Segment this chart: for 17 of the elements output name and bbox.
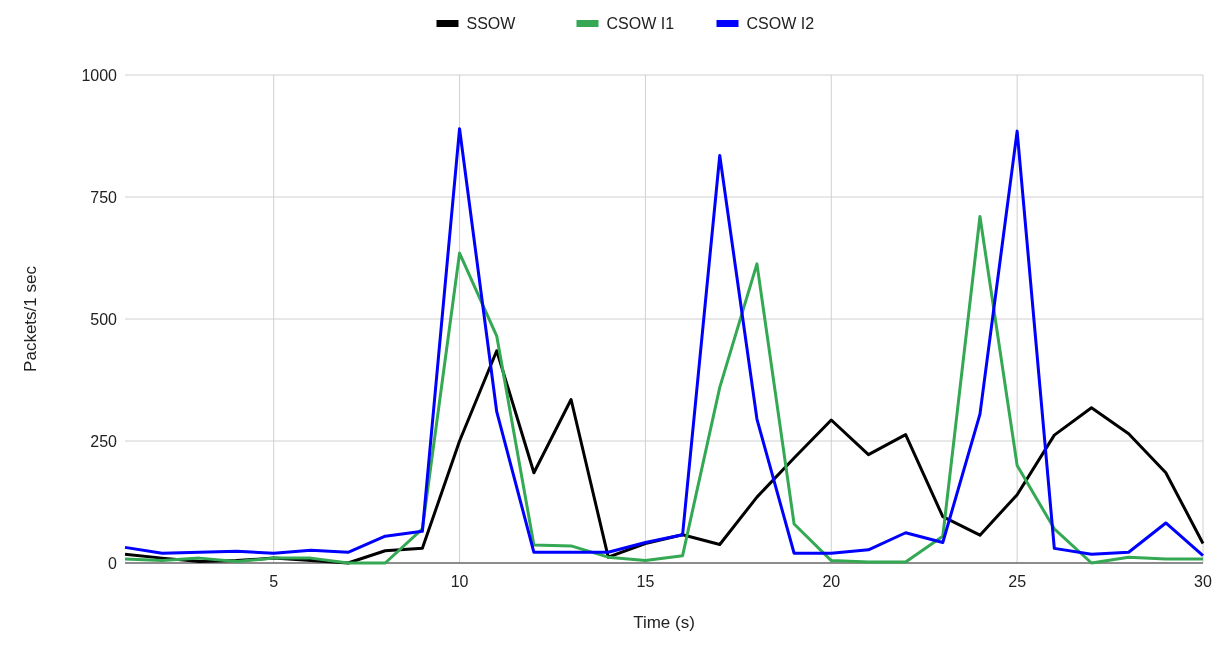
- y-tick-label: 500: [90, 310, 118, 328]
- x-tick-label: 20: [822, 573, 841, 590]
- y-axis-title: Packets/1 sec: [21, 265, 40, 372]
- x-tick-label: 10: [450, 573, 469, 590]
- y-tick-label: 250: [90, 432, 118, 450]
- y-tick-label: 1000: [81, 66, 118, 84]
- x-tick-label: 30: [1194, 573, 1212, 590]
- x-tick-label: 15: [636, 573, 655, 590]
- x-tick-label: 25: [1008, 573, 1027, 590]
- y-tick-label: 750: [90, 188, 118, 206]
- x-axis-title: Time (s): [633, 613, 695, 632]
- legend-label: CSOW I1: [606, 15, 675, 32]
- line-series: [123, 127, 1205, 558]
- y-tick-label: 0: [108, 554, 118, 572]
- legend-label: SSOW: [466, 15, 517, 32]
- legend-label: CSOW I2: [746, 15, 815, 32]
- x-tick-label: 5: [269, 573, 279, 590]
